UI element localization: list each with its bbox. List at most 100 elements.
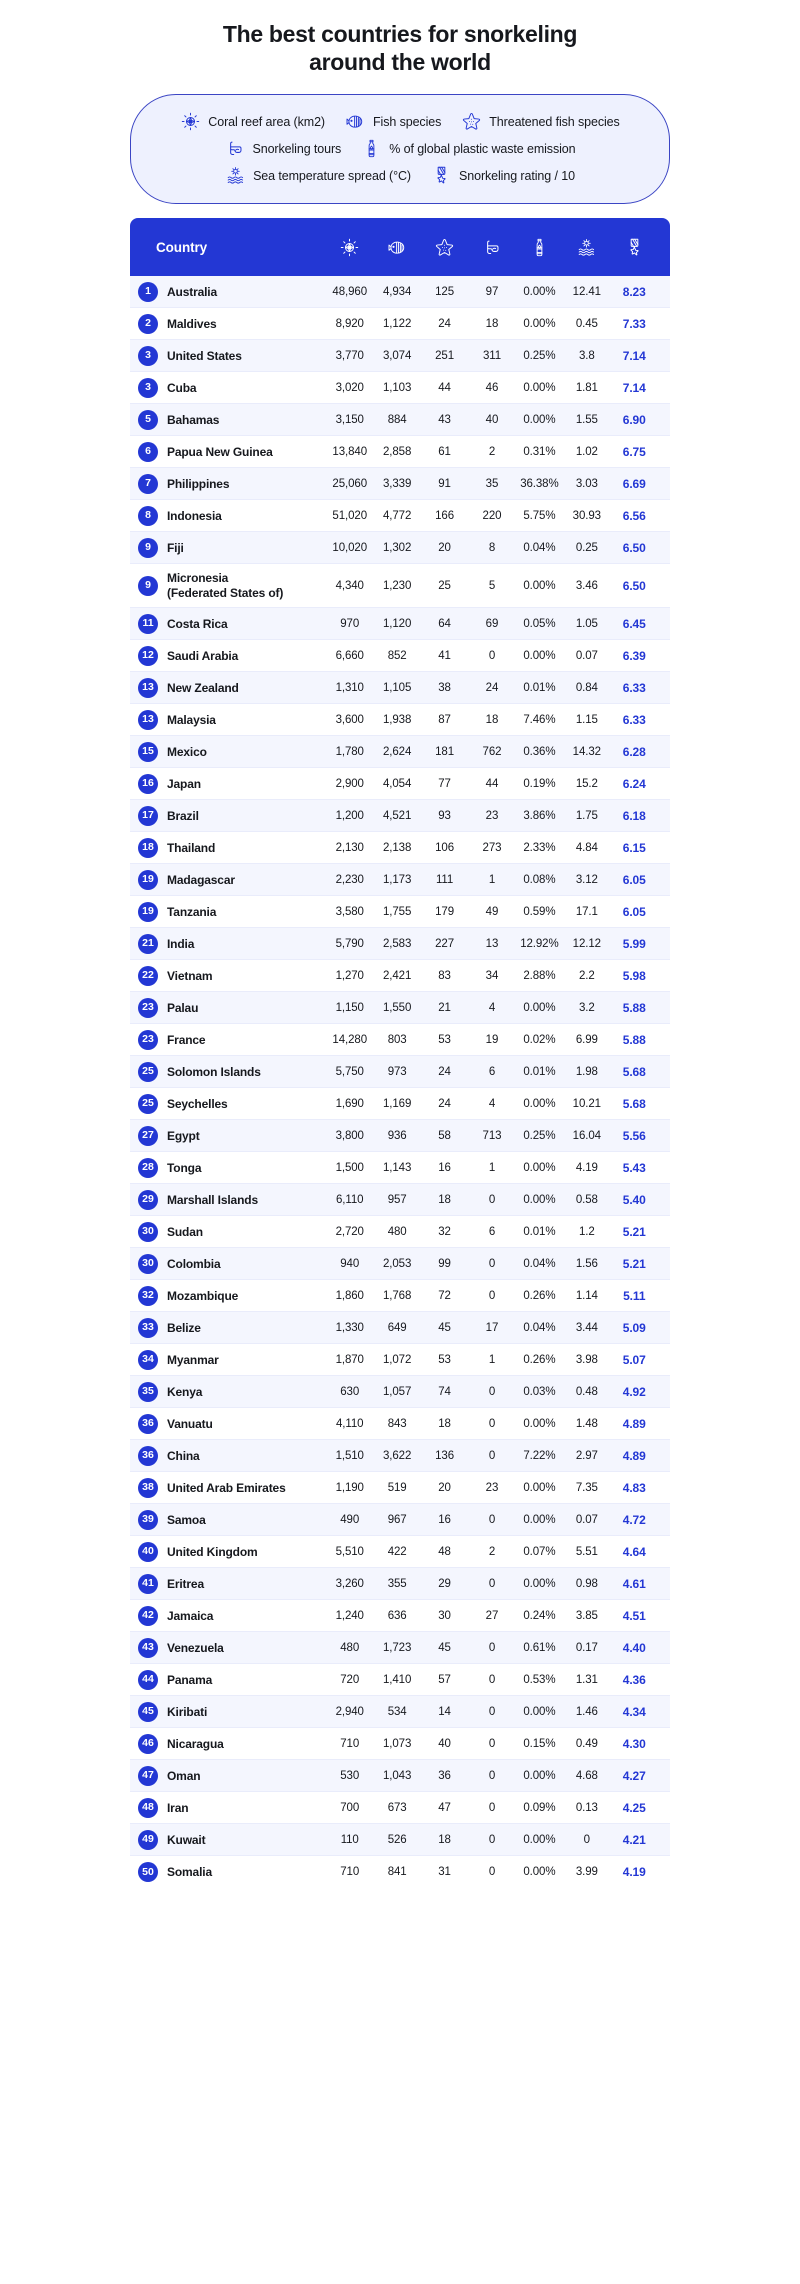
snorkeling-rating-cell: 4.34 xyxy=(622,1704,646,1719)
rank-badge: 30 xyxy=(138,1221,158,1242)
rank-badge: 1 xyxy=(138,281,158,302)
country-cell: 30 Sudan xyxy=(130,1221,326,1242)
legend-row: Snorkeling tours % of global plastic wast… xyxy=(145,135,655,162)
country-name: Belize xyxy=(167,1320,201,1335)
snorkeling-tours-cell: 0 xyxy=(488,1769,496,1782)
fish-species-cell: 2,053 xyxy=(382,1257,412,1270)
rank-badge: 47 xyxy=(138,1765,158,1786)
country-cell: 9 Fiji xyxy=(130,537,326,558)
snorkeling-tours-cell: 762 xyxy=(482,745,502,758)
fish-species-cell: 422 xyxy=(387,1545,407,1558)
country-cell: 48 Iran xyxy=(130,1797,326,1818)
fish-species-cell: 4,054 xyxy=(382,777,412,790)
sea-temperature-cell: 3.44 xyxy=(575,1321,598,1334)
table-row: 25 Solomon Islands 5,750 973 24 6 0.01% 1.98 5.6… xyxy=(130,1056,670,1089)
legend-item-label: Snorkeling rating / 10 xyxy=(459,168,575,183)
rank-badge: 13 xyxy=(138,677,158,698)
threatened-fish-species-cell: 87 xyxy=(438,713,451,726)
sea-temperature-cell: 5.51 xyxy=(575,1545,598,1558)
country-name: Colombia xyxy=(167,1256,221,1271)
coral-reef-area-cell: 1,510 xyxy=(335,1449,364,1462)
medal-icon xyxy=(624,237,645,258)
rank-badge: 40 xyxy=(138,1541,158,1562)
threatened-fish-species-cell: 48 xyxy=(438,1545,451,1558)
table-row: 33 Belize 1,330 649 45 17 0.04% 3.44 5.09 xyxy=(130,1312,670,1345)
country-name: Papua New Guinea xyxy=(167,444,273,459)
snorkeling-rating-cell: 7.14 xyxy=(622,380,646,395)
rank-badge: 15 xyxy=(138,741,158,762)
threatened-fish-species-cell: 53 xyxy=(438,1353,451,1366)
threatened-fish-species-cell: 31 xyxy=(438,1866,451,1879)
coral-reef-area-cell: 1,500 xyxy=(335,1161,364,1174)
table-row: 19 Tanzania 3,580 1,755 179 49 0.59% 17.1 6.05 xyxy=(130,896,670,929)
snorkeling-tours-cell: 0 xyxy=(488,1513,496,1526)
sea-temperature-cell: 2.2 xyxy=(578,969,595,982)
legend-item: Sea temperature spread (°C) xyxy=(225,165,411,186)
coral-reef-area-cell: 1,150 xyxy=(335,1001,364,1014)
rankings-table: Country 1 Australia 48,960 4,934 125 97 0.00% 1… xyxy=(130,218,670,1888)
fish-species-cell: 2,583 xyxy=(382,937,412,950)
sea-temperature-cell: 3.99 xyxy=(575,1866,598,1879)
fish-species-cell: 1,103 xyxy=(382,381,412,394)
country-name: Philippines xyxy=(167,476,230,491)
fish-species-cell: 534 xyxy=(387,1705,407,1718)
snorkeling-rating-cell: 6.33 xyxy=(622,712,646,727)
coral-reef-area-cell: 1,870 xyxy=(335,1353,364,1366)
snorkeling-tours-cell: 0 xyxy=(488,1289,496,1302)
rank-badge: 3 xyxy=(138,377,158,398)
country-cell: 1 Australia xyxy=(130,281,326,302)
plastic-waste-cell: 12.92% xyxy=(520,937,559,950)
country-cell: 25 Seychelles xyxy=(130,1093,326,1114)
sea-temperature-cell: 1.56 xyxy=(575,1257,598,1270)
table-row: 12 Saudi Arabia 6,660 852 41 0 0.00% 0.07 6.39 xyxy=(130,640,670,673)
snorkeling-tours-cell: 1 xyxy=(488,1161,496,1174)
snorkeling-tours-cell: 69 xyxy=(485,617,499,630)
snorkeling-rating-cell: 4.64 xyxy=(622,1544,646,1559)
coral-reef-area-cell: 6,110 xyxy=(335,1193,364,1206)
rank-badge: 19 xyxy=(138,869,158,890)
sun-waves-icon xyxy=(576,237,597,258)
country-name: Vanuatu xyxy=(167,1416,213,1431)
threatened-fish-species-cell: 45 xyxy=(438,1321,451,1334)
snorkeling-tours-cell: 19 xyxy=(485,1033,499,1046)
coral-reef-area-cell: 1,330 xyxy=(335,1321,364,1334)
table-row: 19 Madagascar 2,230 1,173 111 1 0.08% 3.12 6.05 xyxy=(130,864,670,897)
snorkeling-tours-cell: 46 xyxy=(485,381,499,394)
plastic-waste-cell: 0.25% xyxy=(523,1129,556,1142)
country-name: Kenya xyxy=(167,1384,203,1399)
country-cell: 46 Nicaragua xyxy=(130,1733,326,1754)
coral-reef-area-cell: 940 xyxy=(340,1257,360,1270)
country-name: Jamaica xyxy=(167,1608,214,1623)
country-name: Sudan xyxy=(167,1224,203,1239)
plastic-waste-cell: 0.00% xyxy=(523,1513,556,1526)
fish-species-cell: 843 xyxy=(387,1417,407,1430)
rank-badge: 27 xyxy=(138,1125,158,1146)
snorkeling-tours-cell: 2 xyxy=(488,445,496,458)
snorkeling-tours-cell: 23 xyxy=(485,809,499,822)
country-name: Micronesia (Federated States of) xyxy=(167,571,284,600)
snorkeling-tours-cell: 13 xyxy=(485,937,499,950)
country-cell: 40 United Kingdom xyxy=(130,1541,326,1562)
country-cell: 50 Somalia xyxy=(130,1862,326,1883)
table-row: 27 Egypt 3,800 936 58 713 0.25% 16.04 5.56 xyxy=(130,1120,670,1153)
country-cell: 22 Vietnam xyxy=(130,965,326,986)
snorkeling-tours-cell: 0 xyxy=(488,1449,496,1462)
table-row: 45 Kiribati 2,940 534 14 0 0.00% 1.46 4.34 xyxy=(130,1696,670,1729)
country-name: Myanmar xyxy=(167,1352,219,1367)
country-name: Thailand xyxy=(167,840,216,855)
country-cell: 38 United Arab Emirates xyxy=(130,1477,326,1498)
threatened-fish-species-cell: 106 xyxy=(435,841,454,854)
sea-temperature-cell: 1.02 xyxy=(575,445,598,458)
coral-reef-area-cell: 3,600 xyxy=(335,713,364,726)
country-cell: 23 Palau xyxy=(130,997,326,1018)
country-name: Iran xyxy=(167,1800,189,1815)
table-row: 16 Japan 2,900 4,054 77 44 0.19% 15.2 6.24 xyxy=(130,768,670,801)
legend-item: Coral reef area (km2) xyxy=(180,111,325,132)
fish-species-cell: 2,421 xyxy=(382,969,412,982)
snorkeling-rating-cell: 6.69 xyxy=(622,476,646,491)
column-header-sea-temperature xyxy=(563,237,610,258)
country-name: Brazil xyxy=(167,808,199,823)
snorkeling-rating-cell: 4.36 xyxy=(622,1672,646,1687)
country-cell: 41 Eritrea xyxy=(130,1573,326,1594)
plastic-waste-cell: 0.26% xyxy=(523,1289,556,1302)
